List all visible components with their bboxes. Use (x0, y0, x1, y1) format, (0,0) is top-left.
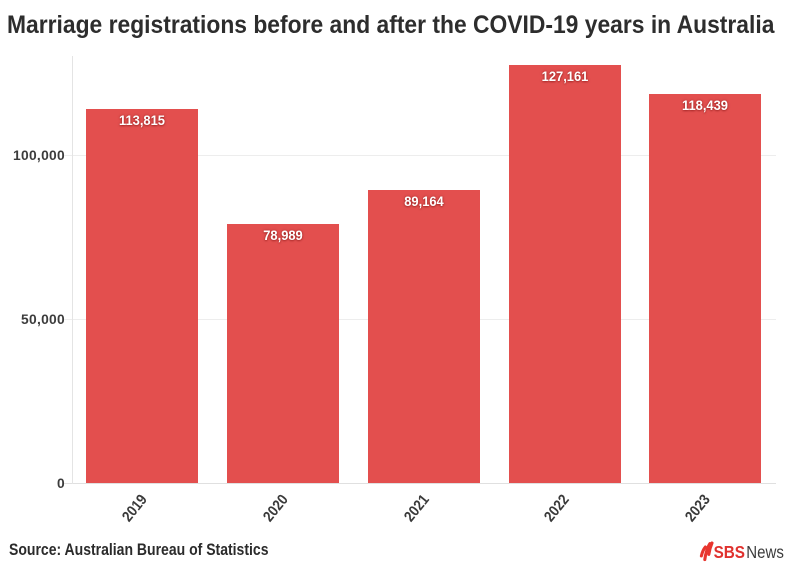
svg-text:SBS: SBS (714, 542, 745, 562)
svg-text:News: News (746, 542, 784, 562)
